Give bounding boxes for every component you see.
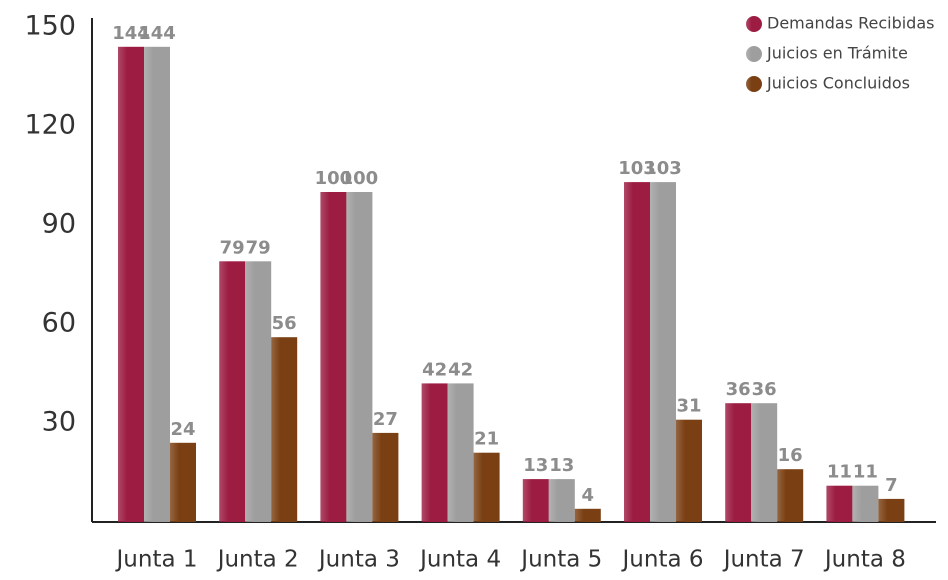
legend-label: Demandas Recibidas — [767, 14, 934, 33]
value-label: 11 — [853, 462, 878, 483]
x-tick-label: Junta 5 — [519, 547, 602, 573]
value-label: 36 — [726, 379, 751, 400]
legend-swatch — [746, 16, 762, 32]
value-label: 13 — [523, 455, 548, 476]
bar — [447, 383, 474, 522]
bar — [548, 479, 575, 522]
value-label: 11 — [827, 462, 852, 483]
y-tick-label: 120 — [24, 110, 76, 141]
bar — [852, 485, 879, 522]
legend-swatch — [746, 46, 762, 62]
value-label: 79 — [220, 237, 245, 258]
bar — [650, 182, 676, 522]
bar — [170, 442, 196, 522]
y-tick-label: 30 — [42, 407, 76, 438]
y-tick-label: 150 — [24, 11, 76, 42]
bar — [320, 192, 347, 522]
value-label: 103 — [644, 158, 682, 179]
value-label: 100 — [341, 168, 379, 189]
bar — [676, 419, 702, 522]
value-label: 31 — [676, 396, 701, 417]
bar — [421, 383, 448, 522]
bar — [777, 469, 804, 522]
legend-swatch — [746, 76, 762, 92]
bar — [751, 403, 778, 522]
value-label: 21 — [474, 429, 499, 450]
value-label: 27 — [373, 409, 398, 430]
bar — [624, 182, 650, 522]
x-tick-label: Junta 8 — [823, 547, 906, 573]
value-label: 144 — [138, 23, 176, 44]
bar — [346, 192, 373, 522]
bar — [271, 337, 298, 522]
bar — [522, 479, 549, 522]
x-tick-label: Junta 1 — [115, 547, 198, 573]
x-tick-label: Junta 3 — [317, 547, 400, 573]
x-tick-label: Junta 4 — [418, 547, 501, 573]
bar — [219, 261, 246, 522]
bar — [372, 432, 399, 522]
value-label: 24 — [170, 419, 195, 440]
value-label: 16 — [778, 445, 803, 466]
value-label: 4 — [582, 485, 595, 506]
y-tick-label: 90 — [42, 209, 76, 240]
legend-label: Juicios Concluidos — [766, 74, 910, 93]
bar — [725, 403, 752, 522]
value-label: 42 — [422, 359, 447, 380]
value-label: 13 — [549, 455, 574, 476]
value-label: 103 — [618, 158, 656, 179]
y-tick-label: 60 — [42, 308, 76, 339]
bar — [245, 261, 272, 522]
value-label: 56 — [272, 313, 297, 334]
x-tick-label: Junta 2 — [216, 547, 299, 573]
bar — [574, 508, 601, 522]
bar — [473, 452, 500, 522]
bar — [826, 485, 853, 522]
x-tick-label: Junta 6 — [621, 547, 704, 573]
value-label: 7 — [885, 475, 898, 496]
bar — [118, 46, 144, 523]
value-label: 144 — [112, 23, 150, 44]
value-label: 42 — [448, 359, 473, 380]
value-label: 79 — [246, 237, 271, 258]
legend-label: Juicios en Trámite — [766, 44, 908, 63]
bar — [144, 46, 170, 523]
bar — [878, 498, 905, 522]
x-tick-label: Junta 7 — [722, 547, 805, 573]
value-label: 36 — [752, 379, 777, 400]
value-label: 100 — [315, 168, 353, 189]
